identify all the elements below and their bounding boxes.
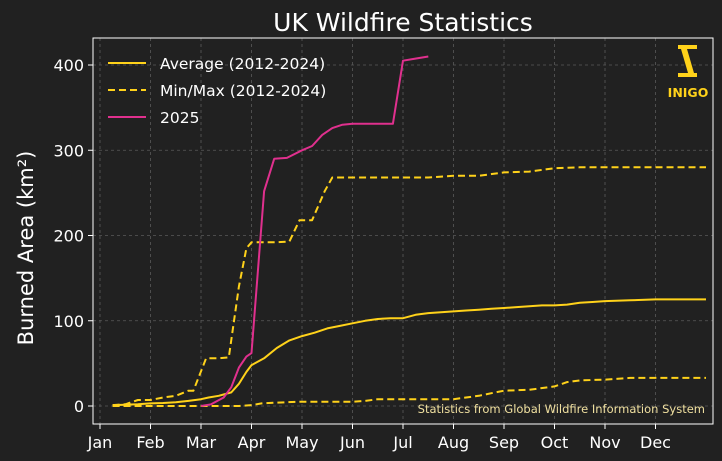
- legend: Average (2012-2024) Min/Max (2012-2024) 20…: [108, 55, 326, 127]
- legend-label: Average (2012-2024): [160, 55, 325, 73]
- x-tick-label: Aug: [438, 433, 469, 452]
- x-tick-label: May: [285, 433, 318, 452]
- x-tick-label: Apr: [238, 433, 266, 452]
- series-line-3: [200, 55, 429, 407]
- chart-title: UK Wildfire Statistics: [273, 8, 533, 37]
- x-tick-label: Dec: [640, 433, 671, 452]
- x-tick-label: Jul: [392, 433, 412, 452]
- y-axis-label: Burned Area (km²): [14, 151, 38, 346]
- x-tick-label: Jan: [87, 433, 113, 452]
- y-tick-label: 400: [53, 56, 84, 75]
- x-tick-label: Sep: [489, 433, 519, 452]
- series-lines: [112, 55, 706, 407]
- x-tick-label: Mar: [186, 433, 217, 452]
- x-tick-label: Oct: [541, 433, 569, 452]
- inigo-logo: INIGO: [668, 45, 709, 100]
- y-tick-label: 200: [53, 227, 84, 246]
- legend-label: 2025: [160, 109, 199, 127]
- y-tick-label: 300: [53, 141, 84, 160]
- legend-label: Min/Max (2012-2024): [160, 82, 326, 100]
- series-line-2: [112, 376, 706, 407]
- logo-text: INIGO: [668, 85, 709, 100]
- series-line-1: [112, 166, 706, 407]
- grid-lines: [93, 38, 713, 424]
- y-tick-label: 0: [74, 397, 84, 416]
- x-tick-label: Jun: [339, 433, 365, 452]
- x-axis: Jan Feb Mar Apr May Jun Jul Aug Sep Oct Nov Dec: [87, 424, 671, 452]
- y-tick-label: 100: [53, 312, 84, 331]
- series-line-0: [112, 298, 706, 407]
- y-axis: 0 100 200 300 400: [53, 56, 93, 416]
- x-tick-label: Feb: [136, 433, 164, 452]
- x-tick-label: Nov: [589, 433, 620, 452]
- source-annotation: Statistics from Global Wildfire Informat…: [418, 402, 705, 416]
